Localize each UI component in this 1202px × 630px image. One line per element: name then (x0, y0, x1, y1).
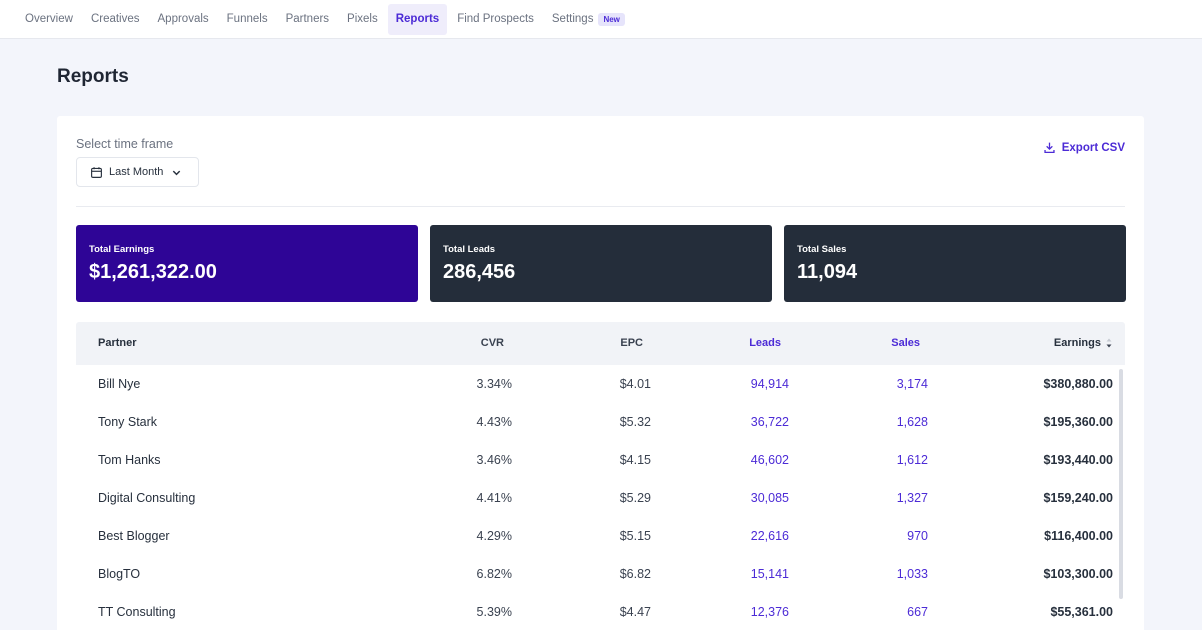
table-row[interactable]: TT Consulting 5.39% $4.47 12,376 667 $55… (76, 593, 1125, 630)
cell-partner: Tony Stark (98, 415, 158, 429)
cell-leads[interactable]: 36,722 (750, 415, 789, 429)
nav-reports[interactable]: Reports (387, 3, 448, 35)
table-header: Partner CVR EPC Leads Sales Earnings (76, 322, 1125, 365)
cell-earnings: $193,440.00 (1043, 453, 1113, 467)
cell-partner: Tom Hanks (98, 453, 161, 467)
cell-leads[interactable]: 94,914 (750, 377, 789, 391)
download-icon (1044, 142, 1055, 154)
cell-cvr: 5.39% (476, 605, 512, 619)
table-row[interactable]: Tom Hanks 3.46% $4.15 46,602 1,612 $193,… (76, 441, 1125, 479)
cell-leads[interactable]: 30,085 (750, 491, 789, 505)
nav-find-prospects[interactable]: Find Prospects (449, 4, 542, 35)
divider (76, 206, 1125, 207)
header-leads[interactable]: Leads (749, 337, 781, 349)
header-cvr[interactable]: CVR (480, 337, 504, 349)
nav-label: Overview (25, 13, 73, 25)
cell-cvr: 4.29% (476, 529, 512, 543)
cell-sales[interactable]: 667 (907, 605, 928, 619)
cell-partner: Bill Nye (98, 377, 141, 391)
top-nav: Overview Creatives Approvals Funnels Par… (0, 0, 1202, 39)
stat-total-leads: Total Leads 286,456 (430, 225, 772, 302)
nav-label: Creatives (90, 13, 140, 25)
nav-label: Approvals (157, 13, 209, 25)
cell-leads[interactable]: 46,602 (750, 453, 789, 467)
stat-label: Total Leads (443, 244, 496, 255)
stat-value: $1,261,322.00 (89, 261, 217, 283)
stat-value: 11,094 (797, 261, 858, 283)
cell-cvr: 3.46% (476, 453, 512, 467)
nav-pixels[interactable]: Pixels (339, 4, 386, 35)
stat-total-sales: Total Sales 11,094 (784, 225, 1126, 302)
cell-epc: $5.29 (619, 491, 651, 505)
cell-sales[interactable]: 970 (907, 529, 928, 543)
table-row[interactable]: Best Blogger 4.29% $5.15 22,616 970 $116… (76, 517, 1125, 555)
cell-earnings: $116,400.00 (1044, 529, 1113, 543)
cell-sales[interactable]: 1,033 (896, 567, 928, 581)
header-sales[interactable]: Sales (891, 337, 920, 349)
nav-label: Settings (551, 13, 594, 25)
timeframe-dropdown[interactable]: Last Month (76, 157, 199, 187)
cell-cvr: 6.82% (476, 567, 512, 581)
cell-epc: $6.82 (619, 567, 651, 581)
cell-earnings: $103,300.00 (1043, 567, 1113, 581)
cell-epc: $4.01 (619, 377, 651, 391)
cell-earnings: $55,361.00 (1050, 605, 1113, 619)
header-partner[interactable]: Partner (98, 337, 137, 349)
cell-partner: Best Blogger (98, 529, 170, 543)
timeframe-value: Last Month (109, 166, 164, 178)
nav-label: Pixels (347, 13, 378, 25)
sort-icon[interactable] (1105, 338, 1113, 348)
cell-earnings: $195,360.00 (1043, 415, 1113, 429)
cell-sales[interactable]: 1,612 (896, 453, 928, 467)
cell-leads[interactable]: 22,616 (750, 529, 789, 543)
calendar-icon (91, 166, 102, 178)
cell-partner: TT Consulting (98, 605, 176, 619)
new-badge: New (598, 12, 625, 26)
nav-label: Funnels (226, 13, 268, 25)
cell-sales[interactable]: 3,174 (896, 377, 928, 391)
header-earnings[interactable]: Earnings (1053, 337, 1101, 349)
stat-value: 286,456 (443, 261, 516, 283)
cell-sales[interactable]: 1,628 (896, 415, 928, 429)
reports-card: Select time frame Last Month Export CSV … (57, 116, 1144, 630)
stat-label: Total Sales (797, 244, 847, 255)
nav-label: Partners (285, 13, 330, 25)
page-title: Reports (57, 66, 129, 87)
table-row[interactable]: Bill Nye 3.34% $4.01 94,914 3,174 $380,8… (76, 365, 1125, 403)
nav-funnels[interactable]: Funnels (219, 4, 276, 35)
cell-cvr: 4.41% (476, 491, 512, 505)
table-row[interactable]: Digital Consulting 4.41% $5.29 30,085 1,… (76, 479, 1125, 517)
cell-cvr: 4.43% (476, 415, 512, 429)
cell-epc: $4.15 (619, 453, 651, 467)
cell-epc: $4.47 (619, 605, 651, 619)
nav-partners[interactable]: Partners (278, 4, 337, 35)
cell-leads[interactable]: 15,141 (750, 567, 789, 581)
cell-sales[interactable]: 1,327 (896, 491, 928, 505)
table-scrollbar[interactable] (1119, 369, 1123, 599)
chevron-down-icon (173, 170, 181, 175)
export-csv-button[interactable]: Export CSV (1043, 141, 1125, 154)
nav-approvals[interactable]: Approvals (150, 4, 217, 35)
cell-leads[interactable]: 12,376 (750, 605, 789, 619)
nav-settings[interactable]: Settings New (544, 4, 633, 35)
nav-overview[interactable]: Overview (17, 4, 81, 35)
stat-label: Total Earnings (89, 244, 155, 255)
table-row[interactable]: Tony Stark 4.43% $5.32 36,722 1,628 $195… (76, 403, 1125, 441)
cell-earnings: $159,240.00 (1043, 491, 1113, 505)
stat-total-earnings: Total Earnings $1,261,322.00 (76, 225, 418, 302)
timeframe-label: Select time frame (76, 137, 174, 151)
cell-epc: $5.15 (619, 529, 651, 543)
nav-label: Find Prospects (457, 13, 534, 25)
nav-creatives[interactable]: Creatives (83, 4, 148, 35)
header-epc[interactable]: EPC (620, 337, 643, 349)
cell-epc: $5.32 (619, 415, 651, 429)
cell-cvr: 3.34% (476, 377, 512, 391)
cell-partner: BlogTO (98, 567, 141, 581)
export-label: Export CSV (1061, 141, 1125, 154)
nav-label: Reports (395, 13, 440, 25)
cell-partner: Digital Consulting (98, 491, 196, 505)
table-row[interactable]: BlogTO 6.82% $6.82 15,141 1,033 $103,300… (76, 555, 1125, 593)
cell-earnings: $380,880.00 (1043, 377, 1113, 391)
